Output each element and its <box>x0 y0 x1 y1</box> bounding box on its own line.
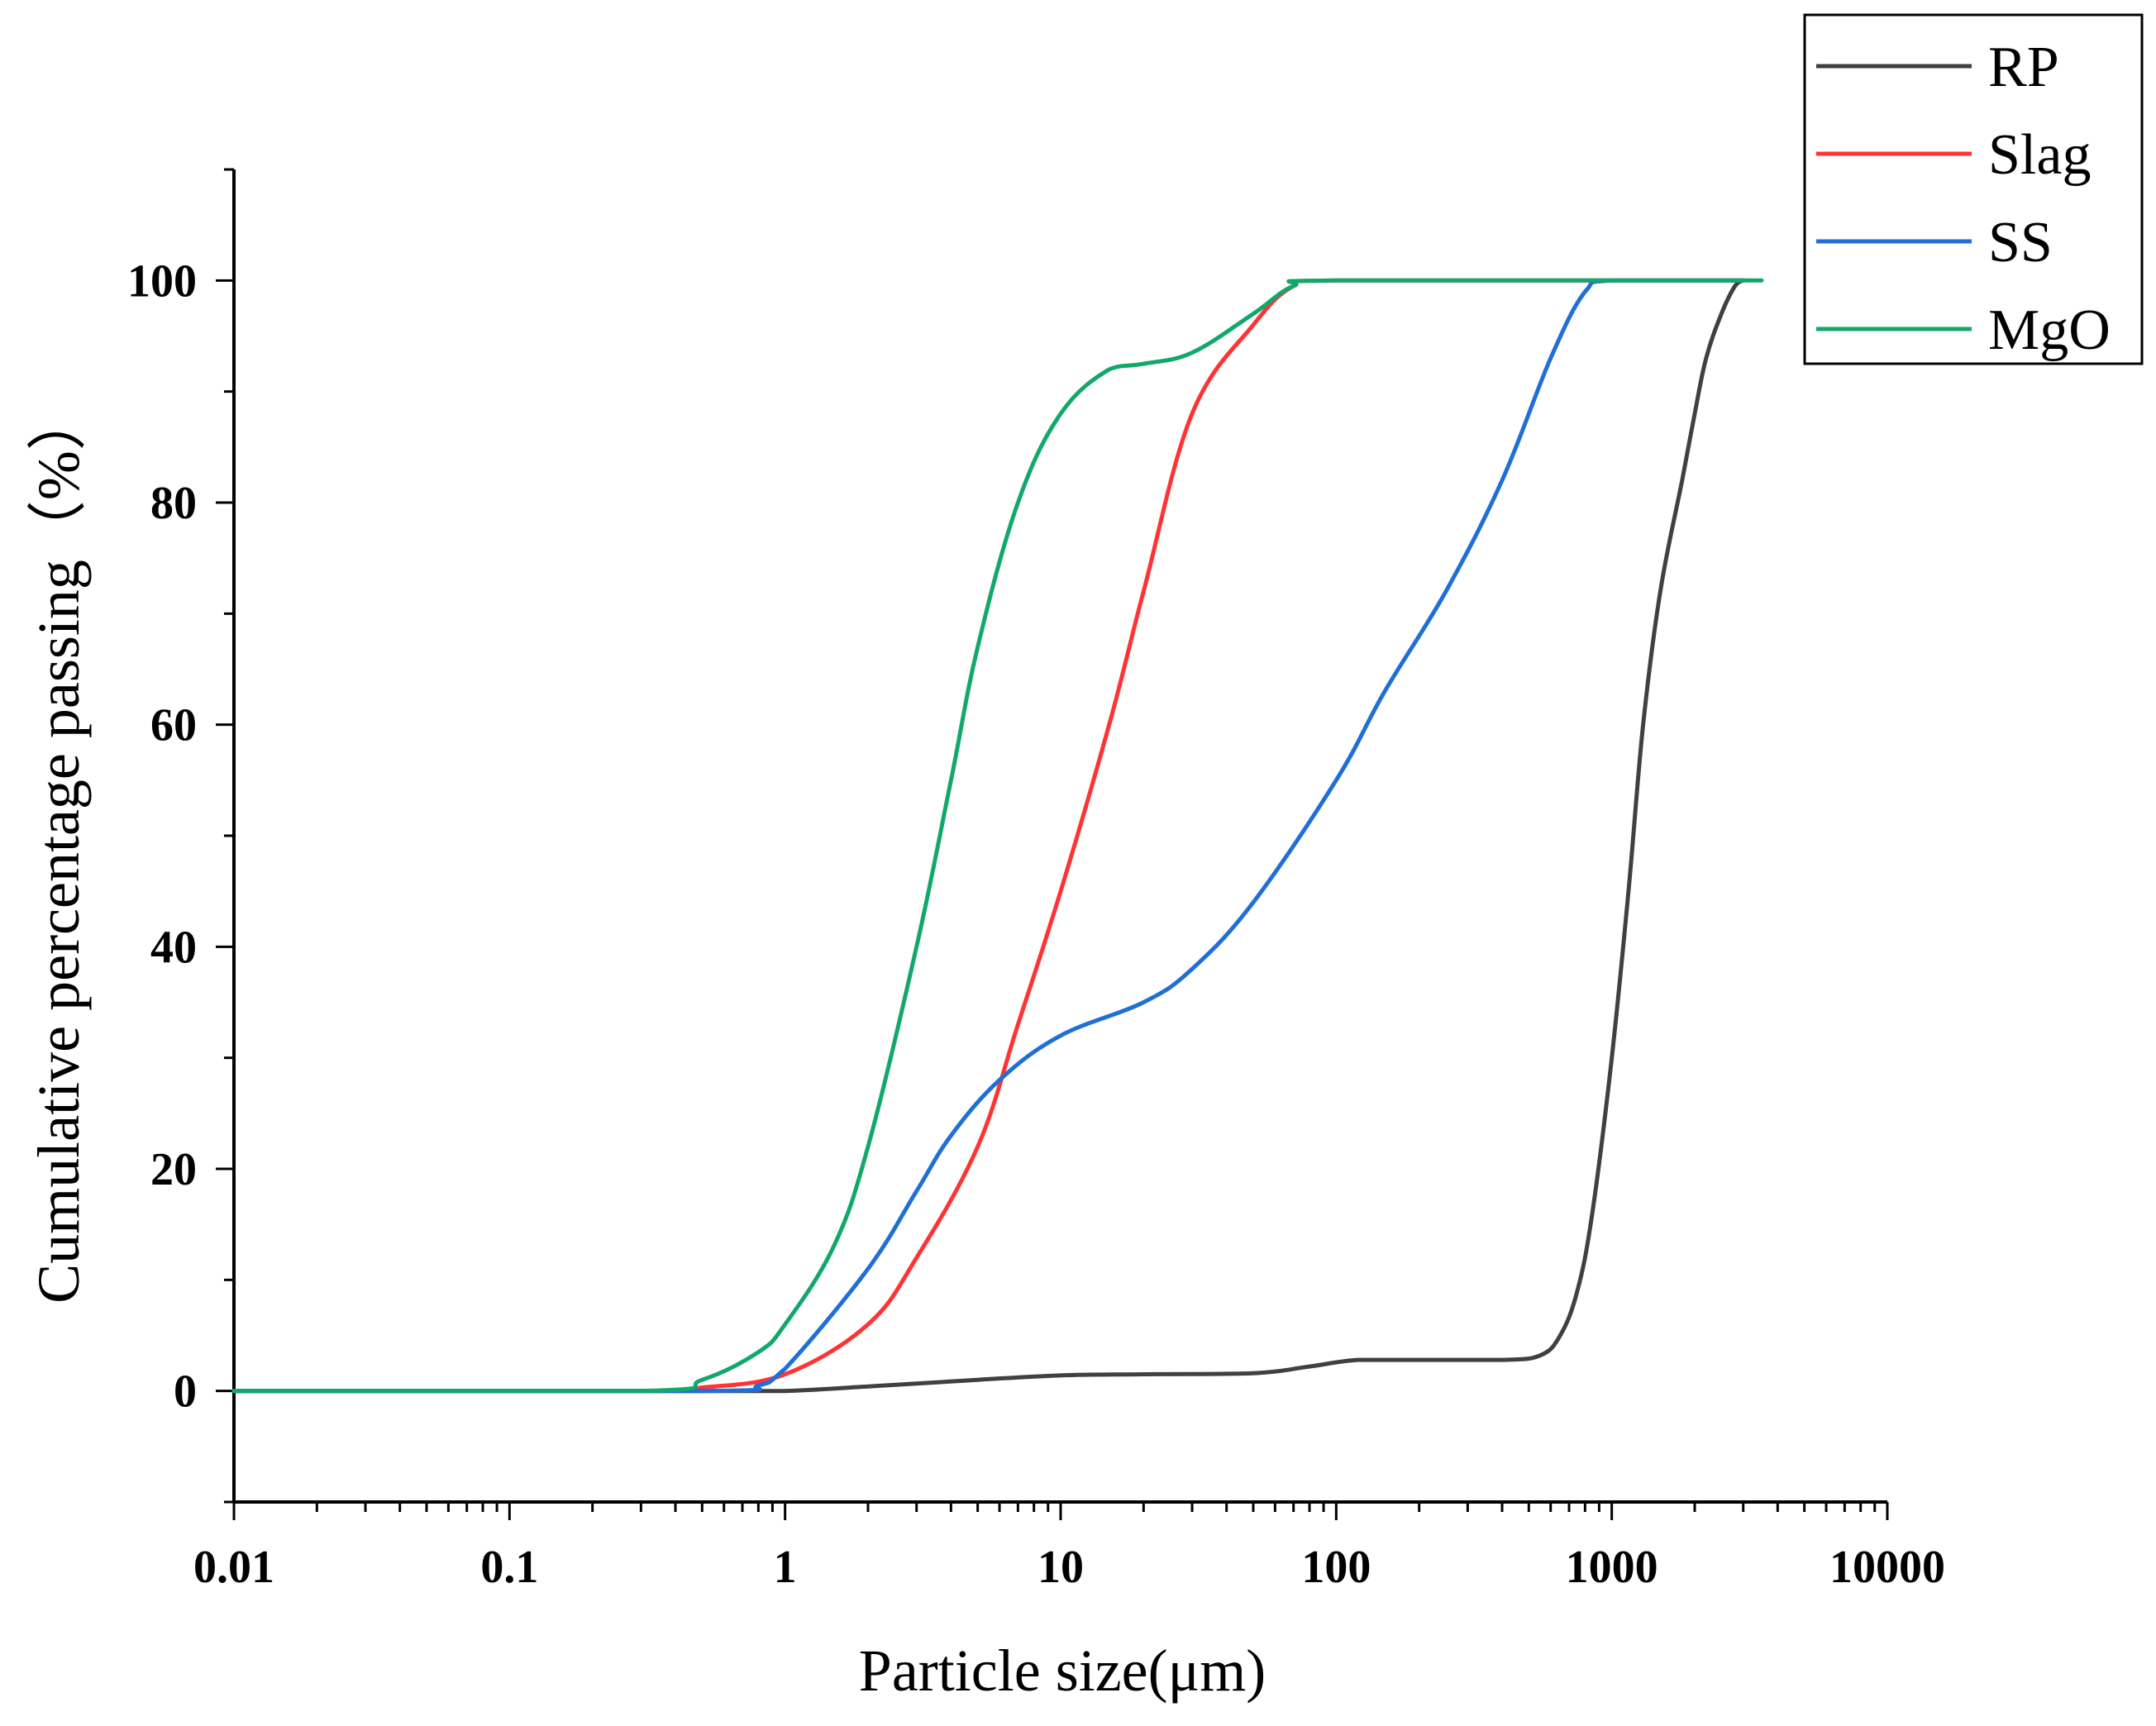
series-line-ss <box>231 278 1746 1394</box>
series-line-mgo <box>231 278 1764 1394</box>
legend-label-ss: SS <box>1988 211 2053 274</box>
series-layer <box>231 278 1764 1394</box>
x-tick-label: 10 <box>1037 1542 1084 1593</box>
legend-label-rp: RP <box>1988 36 2059 99</box>
x-axis-title: Particle size(μm) <box>859 1638 1266 1704</box>
legend-label-slag: Slag <box>1988 123 2091 187</box>
y-tick-label: 100 <box>127 255 197 307</box>
x-tick-label: 1 <box>774 1542 797 1593</box>
axes: 0.01 0.1 1 10 100 1000 10000 0 20 40 60 80 100 <box>127 168 1945 1593</box>
legend-items: RP Slag SS MgO <box>1816 36 2111 362</box>
x-tick-label: 0.01 <box>193 1542 274 1593</box>
y-tick-label: 40 <box>150 922 197 973</box>
legend-box <box>1803 13 2144 365</box>
y-tick-label: 60 <box>150 700 197 751</box>
x-tick-label: 10000 <box>1829 1542 1945 1593</box>
series-line-rp <box>231 278 1746 1394</box>
y-tick-label: 80 <box>150 478 197 529</box>
y-tick-label: 0 <box>174 1366 197 1418</box>
x-tick-label: 0.1 <box>480 1542 538 1593</box>
x-tick-label: 1000 <box>1566 1542 1658 1593</box>
y-tick-label: 20 <box>150 1144 197 1195</box>
legend-label-mgo: MgO <box>1988 298 2111 362</box>
legend: RP Slag SS MgO <box>1803 13 2144 365</box>
x-tick-label: 100 <box>1301 1542 1371 1593</box>
y-axis-title: Cumulative percentage passing（%） <box>26 391 92 1304</box>
